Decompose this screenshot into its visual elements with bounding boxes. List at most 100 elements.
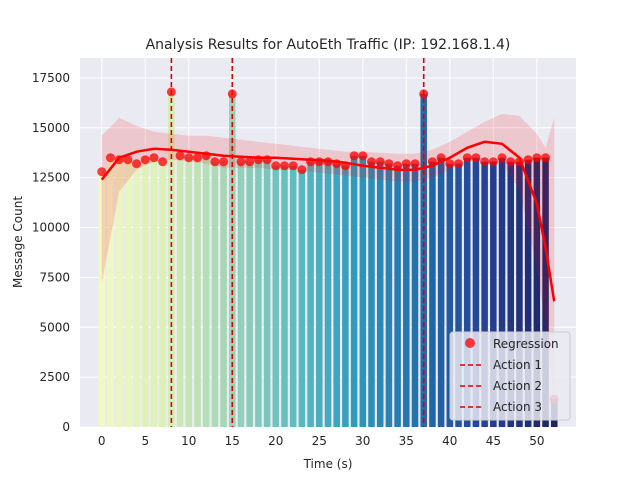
legend-marker-regression — [465, 338, 475, 348]
regression-point — [445, 159, 455, 169]
x-tick-label: 20 — [268, 434, 283, 448]
bar — [150, 157, 158, 427]
bar — [185, 157, 193, 427]
bar — [142, 159, 149, 428]
bar — [316, 161, 323, 427]
regression-point — [288, 161, 298, 171]
bar — [220, 161, 227, 427]
x-tick-label: 15 — [225, 434, 240, 448]
regression-point — [97, 167, 107, 177]
y-tick-label: 17500 — [32, 71, 70, 85]
bar — [490, 161, 497, 427]
x-tick-label: 40 — [442, 434, 457, 448]
x-tick-labels: 0 5 10 15 20 25 30 35 40 45 50 — [98, 434, 545, 448]
bar — [437, 157, 445, 427]
x-tick-label: 25 — [312, 434, 327, 448]
y-tick-labels: 0 2500 5000 7500 10000 12500 15000 17500 — [32, 71, 70, 434]
bar — [498, 157, 506, 427]
regression-point — [132, 159, 142, 169]
regression-point — [488, 157, 498, 167]
regression-point — [140, 155, 150, 165]
bar — [281, 165, 288, 427]
bar — [533, 157, 541, 427]
bar — [98, 171, 106, 427]
bar — [176, 155, 184, 427]
bar — [124, 159, 132, 428]
bar — [516, 161, 523, 427]
x-tick-label: 10 — [181, 434, 196, 448]
x-tick-label: 45 — [486, 434, 501, 448]
regression-point — [227, 89, 237, 99]
bar — [376, 161, 384, 427]
x-tick-label: 50 — [529, 434, 544, 448]
bar — [159, 161, 166, 427]
bar — [455, 163, 462, 428]
legend-box — [449, 331, 571, 421]
legend-label-action-1: Action 1 — [493, 358, 542, 372]
regression-point — [410, 159, 420, 169]
regression-point — [149, 153, 159, 163]
bar — [333, 163, 340, 428]
regression-point — [471, 153, 481, 163]
regression-point — [523, 155, 533, 165]
legend-label-action-3: Action 3 — [493, 400, 542, 414]
bar — [481, 161, 488, 427]
x-axis-label: Time (s) — [303, 457, 353, 471]
regression-point — [236, 157, 246, 167]
bar — [237, 161, 245, 427]
regression-point — [401, 159, 411, 169]
regression-point — [175, 151, 185, 161]
bar — [202, 155, 210, 427]
regression-point — [541, 153, 551, 163]
regression-point — [105, 153, 115, 163]
y-tick-label: 15000 — [32, 121, 70, 135]
regression-point — [245, 157, 255, 167]
bar — [107, 157, 114, 427]
regression-point — [210, 157, 220, 167]
regression-point — [419, 89, 429, 99]
regression-point — [184, 153, 194, 163]
regression-fit-line — [100, 140, 556, 302]
regression-point — [506, 157, 516, 167]
regression-point — [166, 87, 176, 97]
regression-point — [297, 165, 307, 175]
regression-point — [454, 159, 464, 169]
regression-point — [192, 153, 202, 163]
regression-point — [158, 157, 168, 167]
bar — [298, 169, 306, 427]
chart-title: Analysis Results for AutoEth Traffic (IP… — [146, 37, 511, 53]
y-tick-label: 2500 — [39, 370, 70, 384]
regression-point — [532, 153, 542, 163]
bar — [211, 161, 219, 427]
regression-point — [375, 157, 385, 167]
bar — [403, 163, 410, 428]
x-tick-label: 0 — [98, 434, 106, 448]
regression-point — [358, 151, 368, 161]
legend-label-regression: Regression — [493, 337, 559, 351]
x-tick-label: 30 — [355, 434, 370, 448]
action-lines — [170, 58, 425, 427]
legend-label-action-2: Action 2 — [493, 379, 542, 393]
bar — [289, 165, 297, 427]
bar — [255, 159, 262, 428]
confidence-band — [101, 113, 555, 398]
bar — [524, 159, 532, 428]
bar — [246, 161, 253, 427]
regression-point — [314, 157, 324, 167]
bar — [359, 155, 367, 427]
regression-point — [480, 157, 490, 167]
y-tick-label: 7500 — [39, 270, 70, 284]
bar — [446, 163, 454, 428]
bar — [342, 165, 349, 427]
bar — [133, 163, 140, 428]
bar — [429, 161, 436, 427]
regression-point — [279, 161, 289, 171]
bar — [307, 161, 314, 427]
regression-point — [384, 159, 394, 169]
bar — [385, 163, 393, 428]
bar — [463, 157, 471, 427]
bar — [350, 155, 358, 427]
regression-point — [123, 155, 133, 165]
confidence-band-area — [101, 113, 555, 398]
